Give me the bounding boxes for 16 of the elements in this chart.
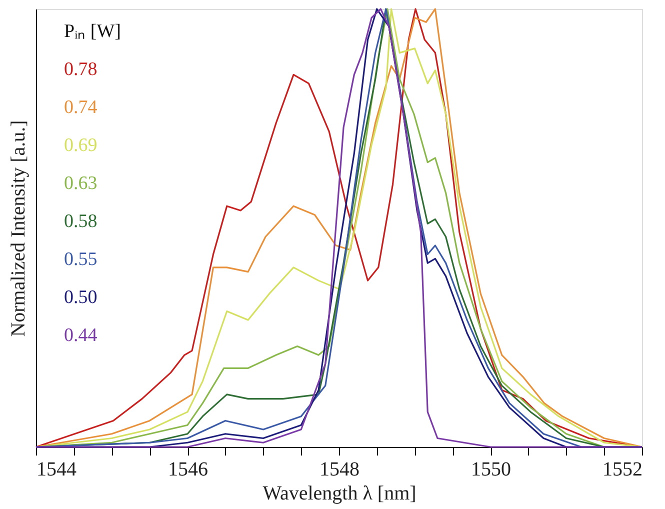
text: 0.69 <box>64 135 98 156</box>
legend-title: Pᵢₙ [W] <box>64 21 122 42</box>
text: 0.55 <box>64 249 98 270</box>
x-tick-label: 1550 <box>471 458 511 480</box>
x-tick-label: 1546 <box>168 458 208 480</box>
text: 0.58 <box>64 211 98 232</box>
x-tick-label: 1548 <box>320 458 360 480</box>
x-tick-label: 1544 <box>36 458 76 480</box>
text: 0.74 <box>64 97 98 118</box>
x-tick-label: 1552 <box>602 458 642 480</box>
text: 0.50 <box>64 287 98 308</box>
text: 0.63 <box>64 173 98 194</box>
x-axis-title: Wavelength λ [nm] <box>262 482 416 504</box>
text: 0.78 <box>64 59 98 80</box>
text: 0.44 <box>64 325 98 346</box>
y-axis-title: Normalized Intensity [a.u.] <box>8 120 30 337</box>
